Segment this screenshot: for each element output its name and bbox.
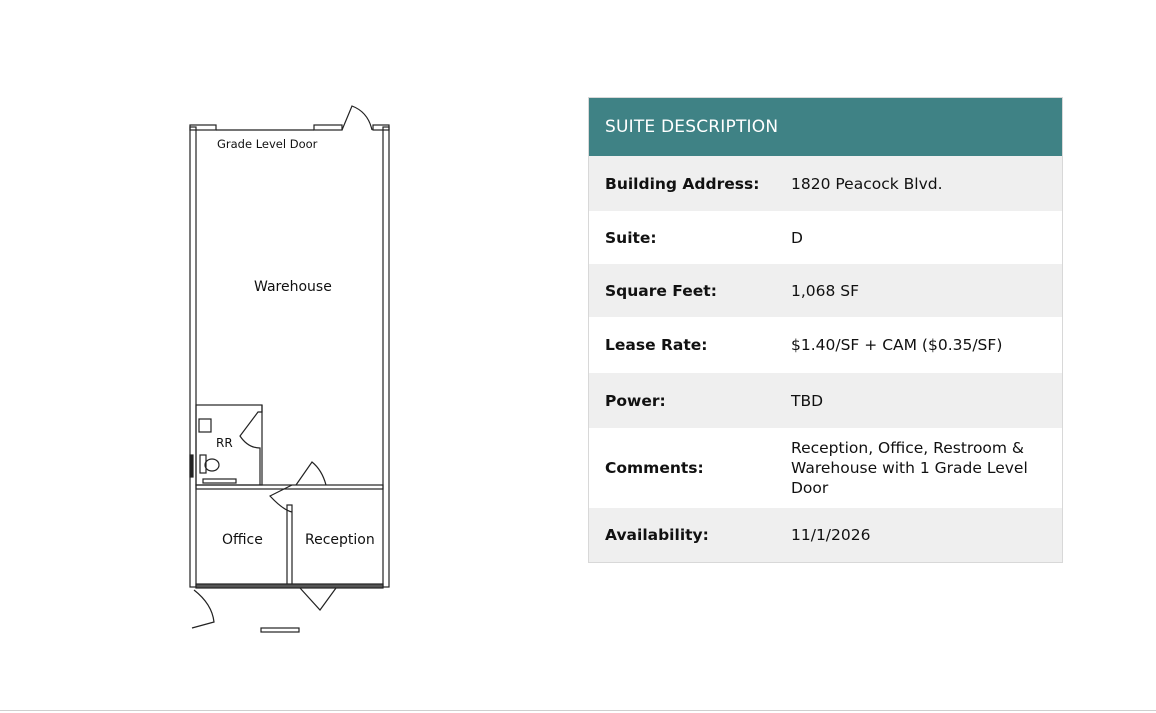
- row-label: Building Address:: [605, 174, 760, 193]
- row-building-address: Building Address: 1820 Peacock Blvd.: [589, 156, 1062, 211]
- row-value: Reception, Office, Restroom & Warehouse …: [791, 439, 1028, 497]
- row-square-feet: Square Feet: 1,068 SF: [589, 264, 1062, 317]
- reception-label: Reception: [305, 532, 375, 548]
- wall-top-mid: [313, 124, 343, 131]
- suite-description-table: SUITE DESCRIPTION Building Address: 1820…: [588, 97, 1063, 563]
- row-label: Suite:: [605, 228, 657, 247]
- row-power: Power: TBD: [589, 373, 1062, 428]
- page-divider: [0, 710, 1156, 711]
- row-suite: Suite: D: [589, 211, 1062, 264]
- row-label: Availability:: [605, 526, 709, 544]
- office-label: Office: [222, 532, 263, 548]
- floor-plan: Grade Level Door Warehouse RR Office Rec…: [189, 105, 390, 633]
- warehouse-label: Warehouse: [254, 279, 332, 295]
- row-label: Comments:: [605, 459, 704, 477]
- row-label: Lease Rate:: [605, 336, 708, 354]
- row-lease-rate: Lease Rate: $1.40/SF + CAM ($0.35/SF): [589, 317, 1062, 373]
- wall-left: [189, 126, 197, 588]
- row-value: 11/1/2026: [791, 526, 871, 544]
- wall-right: [382, 126, 390, 588]
- restroom-label: RR: [216, 436, 233, 450]
- row-label: Power:: [605, 391, 666, 410]
- row-comments: Comments: Reception, Office, Restroom & …: [589, 428, 1062, 508]
- row-value: D: [791, 228, 803, 247]
- wall-top-right: [372, 124, 390, 131]
- row-value: 1,068 SF: [791, 281, 860, 300]
- row-value: TBD: [791, 391, 824, 410]
- grade-level-door-label: Grade Level Door: [217, 137, 318, 151]
- door-swing: [341, 105, 373, 131]
- suite-description-title: SUITE DESCRIPTION: [589, 98, 1062, 156]
- row-value: $1.40/SF + CAM ($0.35/SF): [791, 336, 1003, 354]
- wall-top-left: [189, 124, 217, 131]
- row-value: 1820 Peacock Blvd.: [791, 174, 943, 193]
- row-label: Square Feet:: [605, 281, 717, 300]
- row-availability: Availability: 11/1/2026: [589, 508, 1062, 562]
